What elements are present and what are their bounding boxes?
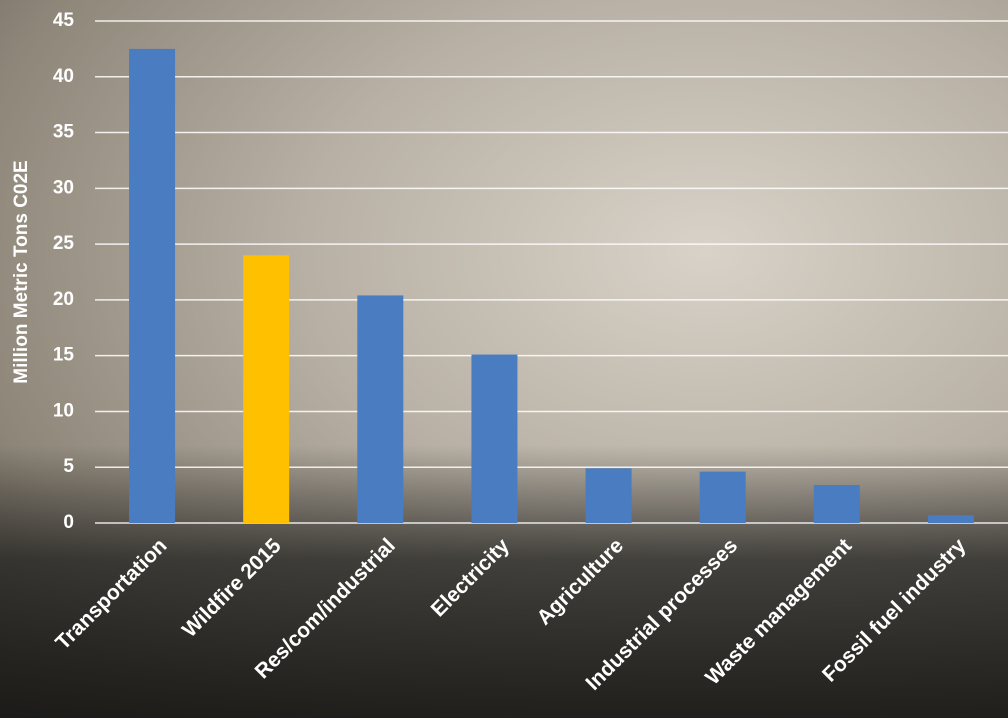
y-tick-label: 10	[53, 400, 74, 421]
bar	[243, 255, 290, 523]
y-tick-label: 20	[53, 289, 74, 310]
bar	[699, 471, 746, 523]
bar	[585, 468, 632, 523]
y-axis-label: Million Metric Tons C02E	[11, 160, 32, 383]
bar	[129, 48, 176, 524]
bar	[471, 354, 518, 523]
y-tick-label: 5	[63, 456, 74, 477]
y-tick-label: 25	[53, 233, 75, 254]
y-tick-label: 0	[63, 512, 74, 533]
y-tick-label: 40	[53, 66, 74, 87]
x-tick-label: Transportation	[51, 534, 171, 654]
y-tick-label: 15	[53, 345, 75, 366]
y-tick-label: 45	[53, 10, 75, 31]
bar	[813, 485, 860, 523]
x-tick-label: Electricity	[427, 534, 514, 621]
x-tick-label: Agriculture	[533, 534, 628, 629]
y-tick-label: 35	[53, 122, 75, 143]
bar	[357, 295, 404, 523]
bar	[927, 515, 974, 523]
y-tick-label: 30	[53, 177, 74, 198]
x-tick-label: Wildfire 2015	[178, 534, 286, 642]
